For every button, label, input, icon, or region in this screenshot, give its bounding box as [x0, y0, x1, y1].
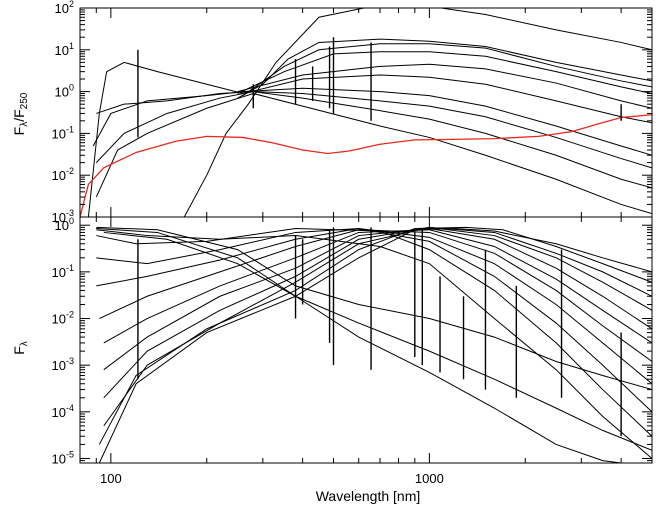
series-line-4 — [103, 228, 652, 371]
series-line-5 — [103, 229, 652, 344]
series-line-3 — [237, 51, 652, 94]
y-tick-label: 102 — [55, 0, 74, 16]
series-line-13 — [103, 231, 622, 463]
y-tick-label: 10-2 — [52, 310, 74, 327]
series-line-8 — [96, 228, 652, 413]
series-line-4 — [237, 63, 652, 109]
series-line-3 — [103, 226, 652, 399]
series-line-9 — [96, 228, 652, 437]
series-line-1 — [98, 226, 652, 445]
y-tick-label: 101 — [55, 41, 74, 58]
y-tick-label: 10-3 — [52, 356, 74, 373]
bottom-y-axis-title: Fλ — [11, 341, 30, 355]
top-y-axis-title: Fλ/F250 — [11, 92, 30, 135]
series-line-11 — [96, 226, 652, 391]
series-line-2 — [103, 226, 652, 427]
series-line-9 — [95, 92, 652, 215]
x-axis-title: Wavelength [nm] — [316, 488, 421, 504]
series-line-7 — [96, 91, 652, 169]
y-tick-label: 10-5 — [52, 449, 74, 466]
series-line-7 — [96, 228, 652, 385]
x-tick-label: 1000 — [415, 471, 444, 486]
axes-frame — [79, 216, 653, 464]
y-tick-label: 10-4 — [52, 403, 74, 420]
series-line-6 — [99, 229, 652, 362]
y-tick-label: 10-1 — [52, 124, 74, 141]
series-line-2 — [242, 43, 652, 97]
series-line-12 — [96, 228, 652, 451]
plot-area — [80, 8, 652, 217]
series-line-5 — [87, 61, 652, 217]
y-tick-label: 10-1 — [52, 263, 74, 280]
series-line-0 — [183, 8, 652, 217]
top-panel: 10-3 10-2 10-1 100 101 102 — [52, 0, 653, 225]
y-tick-label: 100 — [55, 216, 74, 233]
series-line-10 — [96, 229, 652, 459]
y-tick-label: 100 — [55, 83, 74, 100]
plot-area — [96, 226, 652, 463]
x-tick-label: 100 — [100, 471, 122, 486]
y-tick-label: 10-3 — [52, 208, 74, 225]
y-tick-label: 10-2 — [52, 166, 74, 183]
series-line-10 — [80, 114, 652, 217]
series-line-1 — [237, 38, 652, 99]
axes-frame — [79, 7, 653, 218]
series-line-8 — [95, 91, 652, 189]
bottom-panel: 100 1000 10-5 10-4 10-3 10-2 10-1 100 — [52, 216, 653, 486]
